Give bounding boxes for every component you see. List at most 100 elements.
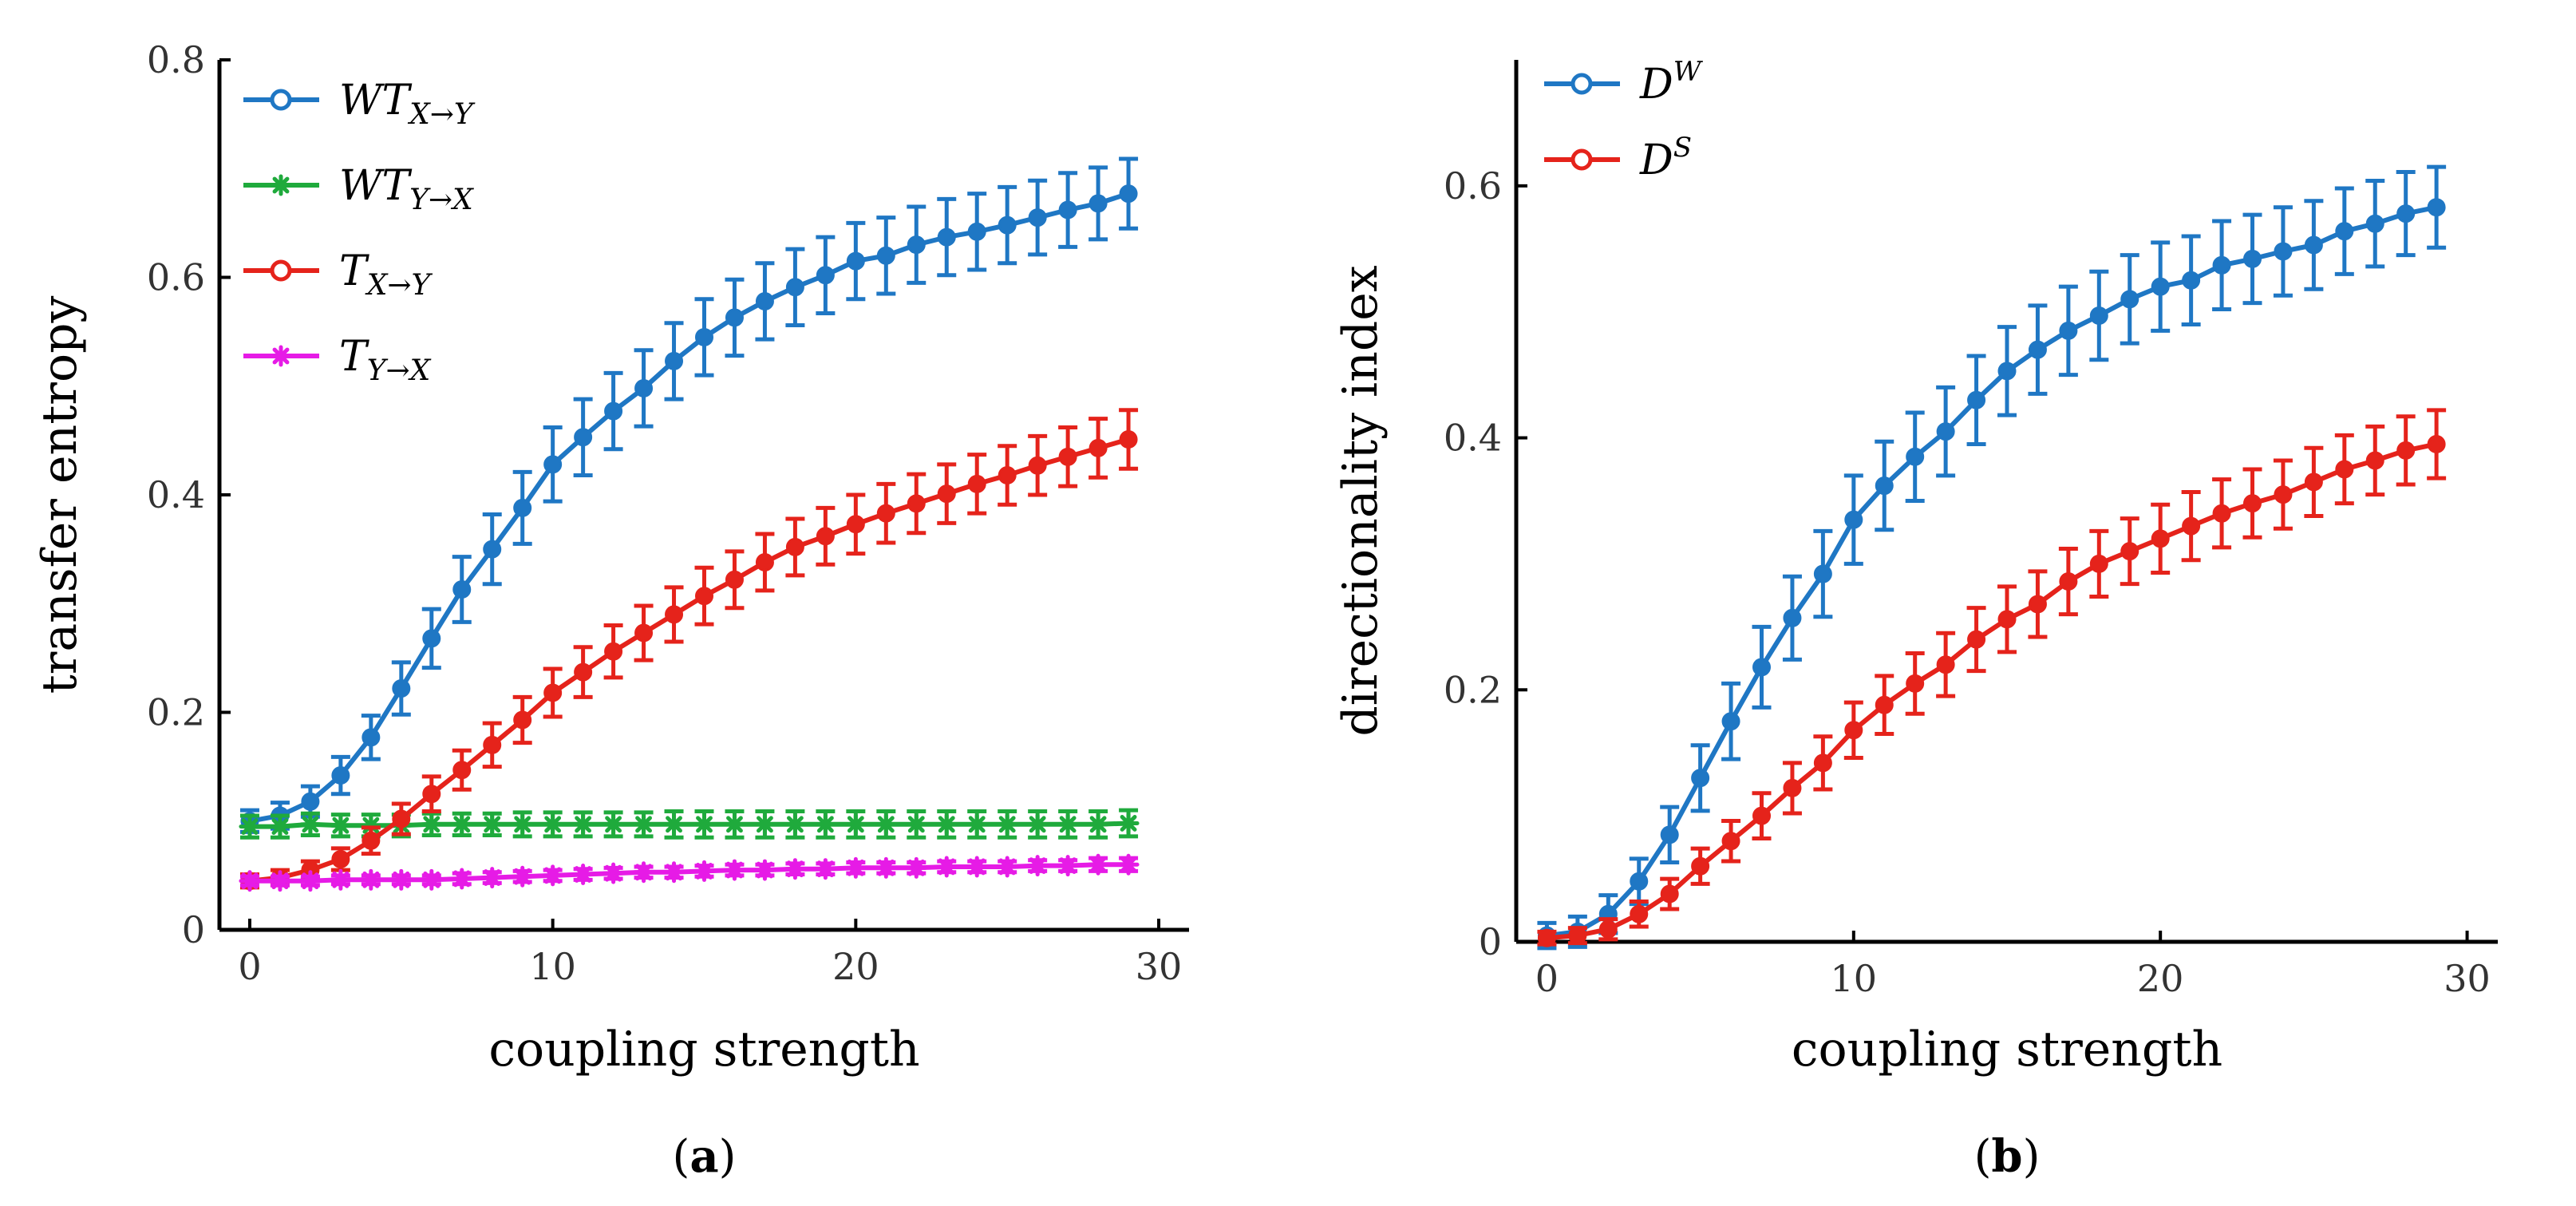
panel-b-x-tick-label: 20 bbox=[2137, 957, 2184, 1000]
panel-a-series-2-point bbox=[422, 785, 441, 804]
legend-label-sub: X→Y bbox=[365, 269, 433, 302]
panel-a-series-3-point bbox=[299, 870, 322, 892]
panel-a-series-0-point bbox=[846, 251, 865, 271]
panel-a-series-1-point-stroke-3 bbox=[544, 816, 562, 833]
panel-a-y-tick-label: 0.6 bbox=[147, 256, 205, 299]
panel-b-label-letter: b bbox=[1991, 1130, 2022, 1183]
panel-a-series-1-point-stroke-3 bbox=[847, 816, 864, 833]
panel-b-series-1-point bbox=[2396, 441, 2416, 460]
panel-a-series-2-point bbox=[331, 849, 350, 868]
panel-a-series-0-point bbox=[1058, 200, 1077, 219]
legend-label: DW bbox=[1639, 56, 1704, 109]
panel-a-series-1-point bbox=[693, 813, 715, 836]
panel-a-series-1-point-stroke-3 bbox=[605, 816, 622, 833]
panel-b-series-1-point bbox=[1598, 919, 1618, 939]
panel-a-series-3-point bbox=[1087, 853, 1109, 876]
panel-a-series-2-point bbox=[725, 570, 744, 589]
panel-b-series-1-point bbox=[2427, 434, 2446, 453]
panel-a-series-1-point bbox=[512, 813, 534, 836]
panel-b-series-1-point bbox=[2243, 494, 2262, 513]
panel-b-series-0-point bbox=[2335, 222, 2354, 241]
panel-a-series-3-point bbox=[966, 856, 988, 878]
panel-a-series-1-point-stroke-3 bbox=[786, 816, 804, 833]
panel-a-series-2-point bbox=[1119, 430, 1138, 449]
panel-b-series-0-point bbox=[2365, 214, 2384, 233]
panel-a-series-2-line bbox=[249, 437, 1129, 884]
legend-label-sup: S bbox=[1673, 132, 1692, 164]
panel-a-series-0-point bbox=[907, 235, 926, 255]
panel-a-series-1-point-stroke-3 bbox=[1029, 816, 1046, 833]
panel-a-series-1-point-stroke-3 bbox=[1059, 816, 1077, 833]
panel-b-legend-entry-0: DW bbox=[1544, 56, 1704, 109]
panel-b-series-1-point bbox=[2028, 595, 2047, 614]
panel-b-series-0-line bbox=[1547, 204, 2437, 939]
panel-a-series-3-point bbox=[1026, 855, 1049, 877]
legend-swatch-marker bbox=[270, 259, 292, 282]
panel-a-x-tick-label: 10 bbox=[529, 945, 576, 988]
panel-a-series-0-point bbox=[422, 629, 441, 648]
panel-a-series-3-point bbox=[451, 868, 473, 890]
panel-b-label: (b) bbox=[1974, 1130, 2041, 1183]
legend-label: TY→X bbox=[339, 333, 432, 387]
panel-a-series-2-point bbox=[513, 710, 532, 730]
panel-a-series-3-point bbox=[330, 868, 352, 891]
panel-b-series-0-point bbox=[2182, 271, 2201, 290]
panel-a-series-2-point bbox=[1088, 438, 1108, 457]
panel-b-series-1-point bbox=[1997, 610, 2017, 629]
panel-a-series-3-point-stroke-3 bbox=[453, 870, 471, 888]
panel-a-x-tick-label: 0 bbox=[238, 945, 261, 988]
panel-a-series-1-point-stroke-3 bbox=[575, 816, 592, 833]
panel-b-series-0-point bbox=[1721, 712, 1740, 731]
panel-a-series-0-point bbox=[755, 291, 774, 310]
panel-b-series-0-point bbox=[2212, 255, 2231, 275]
panel-a-series-3-point-stroke-3 bbox=[393, 871, 410, 888]
panel-b-series-1-point bbox=[2212, 504, 2231, 523]
panel-a-series-1-point-stroke-3 bbox=[877, 816, 895, 833]
panel-b-directionality-index: 0 10 20 30 0 0.2 0.4 0.6 coupling strength direct… bbox=[1333, 56, 2498, 1183]
panel-a-series-2-point bbox=[665, 605, 684, 624]
panel-a-series-1-point-stroke-3 bbox=[968, 816, 986, 833]
panel-b-series-0-point bbox=[2089, 306, 2108, 325]
panel-a-legend-entry-0: WTX→Y bbox=[243, 77, 476, 131]
panel-a-series-2-point bbox=[998, 465, 1017, 484]
panel-a-series-1-point-stroke-3 bbox=[998, 816, 1016, 833]
panel-a-series-0-point bbox=[513, 498, 532, 517]
panel-b-series-1-point bbox=[2182, 516, 2201, 536]
legend-label-sub: X→Y bbox=[407, 98, 476, 131]
panel-a-series-0-point bbox=[543, 455, 563, 474]
panel-a-series-2-point bbox=[695, 587, 713, 606]
panel-a-series-3-point-stroke-3 bbox=[271, 872, 289, 890]
panel-a-series-3-point bbox=[360, 868, 382, 891]
panel-a-series-3-point-stroke-3 bbox=[847, 859, 864, 876]
panel-b-series-1-point bbox=[1906, 674, 1925, 693]
panel-a-series-3-point bbox=[996, 856, 1018, 878]
panel-a-series-2-point bbox=[452, 761, 472, 780]
panel-b-series-0 bbox=[1537, 164, 2447, 951]
panel-a-series-1-point-stroke-3 bbox=[1089, 816, 1107, 833]
panel-a-series-1-point bbox=[723, 813, 745, 836]
panel-a-series-0-point bbox=[1119, 184, 1138, 204]
panel-a-series-3-point bbox=[239, 870, 261, 892]
panel-a-x-tick-label: 20 bbox=[832, 945, 879, 988]
legend-label: DS bbox=[1639, 132, 1692, 184]
panel-a-series-0-point bbox=[634, 378, 654, 397]
panel-b-series-1-point bbox=[2120, 542, 2139, 561]
panel-a-x-tick-label: 30 bbox=[1136, 945, 1183, 988]
legend-swatch-marker bbox=[1570, 148, 1593, 171]
panel-a-series-3-point-stroke-3 bbox=[726, 861, 743, 879]
panel-a-series-3-point bbox=[390, 868, 413, 891]
panel-a-series-3-point bbox=[1057, 855, 1079, 877]
panel-a-series-3-point-stroke-3 bbox=[362, 871, 380, 888]
panel-a-series-2-point bbox=[362, 831, 381, 850]
panel-b-series-1-point bbox=[1813, 753, 1832, 773]
panel-a-series-2-point bbox=[483, 735, 502, 754]
panel-a-y-tick-label: 0 bbox=[182, 908, 205, 951]
panel-a-series-3-point-stroke-3 bbox=[635, 864, 652, 881]
panel-a-label: (a) bbox=[672, 1130, 736, 1183]
legend-label-main: D bbox=[1639, 136, 1673, 184]
panel-a-series-1-point bbox=[269, 816, 291, 838]
panel-a-series-1-point bbox=[572, 813, 595, 836]
panel-a-series-1-point bbox=[1026, 813, 1049, 836]
panel-a-series-3-point-stroke-3 bbox=[907, 859, 925, 876]
legend-label: WTX→Y bbox=[339, 77, 476, 131]
